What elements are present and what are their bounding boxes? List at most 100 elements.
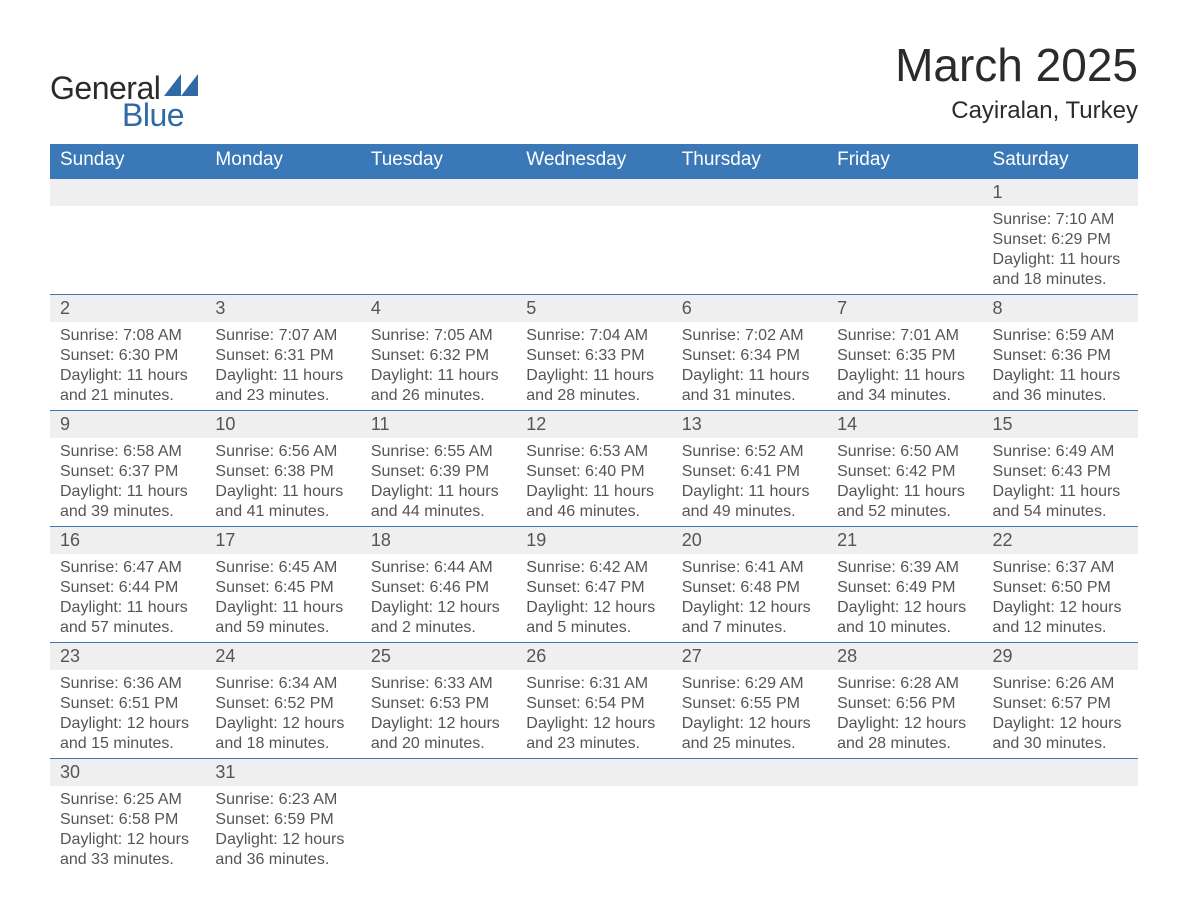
daylight-line: Daylight: 11 hours and 26 minutes. (371, 366, 506, 406)
day-strip-cell: 10 (205, 410, 360, 438)
sunrise-line: Sunrise: 6:23 AM (215, 790, 350, 810)
day-detail-cell: Sunrise: 6:52 AMSunset: 6:41 PMDaylight:… (672, 438, 827, 526)
weekday-header: Monday (205, 144, 360, 178)
sunrise-line: Sunrise: 6:53 AM (526, 442, 661, 462)
sunrise-line: Sunrise: 6:49 AM (993, 442, 1128, 462)
sunset-line: Sunset: 6:54 PM (526, 694, 661, 714)
day-number: 18 (361, 526, 516, 554)
weekday-header: Thursday (672, 144, 827, 178)
day-details: Sunrise: 6:50 AMSunset: 6:42 PMDaylight:… (827, 438, 982, 526)
day-details: Sunrise: 6:55 AMSunset: 6:39 PMDaylight:… (361, 438, 516, 526)
sunset-line: Sunset: 6:49 PM (837, 578, 972, 598)
daylight-line: Daylight: 11 hours and 59 minutes. (215, 598, 350, 638)
sunset-line: Sunset: 6:57 PM (993, 694, 1128, 714)
sunrise-line: Sunrise: 6:55 AM (371, 442, 506, 462)
day-detail-cell (516, 206, 671, 294)
day-strip-cell: 30 (50, 758, 205, 786)
sunrise-line: Sunrise: 6:31 AM (526, 674, 661, 694)
day-number: 22 (983, 526, 1138, 554)
day-details: Sunrise: 6:36 AMSunset: 6:51 PMDaylight:… (50, 670, 205, 758)
daylight-line: Daylight: 11 hours and 28 minutes. (526, 366, 661, 406)
day-strip-cell (361, 758, 516, 786)
day-strip-cell: 14 (827, 410, 982, 438)
day-strip-cell (361, 178, 516, 206)
sunset-line: Sunset: 6:37 PM (60, 462, 195, 482)
sunset-line: Sunset: 6:29 PM (993, 230, 1128, 250)
day-detail-cell: Sunrise: 6:53 AMSunset: 6:40 PMDaylight:… (516, 438, 671, 526)
empty-day-strip (983, 758, 1138, 786)
day-number: 5 (516, 294, 671, 322)
empty-day-strip (827, 178, 982, 206)
day-details: Sunrise: 6:47 AMSunset: 6:44 PMDaylight:… (50, 554, 205, 642)
empty-day-strip (672, 178, 827, 206)
sunset-line: Sunset: 6:50 PM (993, 578, 1128, 598)
day-detail-cell: Sunrise: 7:10 AMSunset: 6:29 PMDaylight:… (983, 206, 1138, 294)
day-detail-cell: Sunrise: 6:31 AMSunset: 6:54 PMDaylight:… (516, 670, 671, 758)
day-details: Sunrise: 7:04 AMSunset: 6:33 PMDaylight:… (516, 322, 671, 410)
sunset-line: Sunset: 6:56 PM (837, 694, 972, 714)
day-number: 10 (205, 410, 360, 438)
sunset-line: Sunset: 6:51 PM (60, 694, 195, 714)
daylight-line: Daylight: 12 hours and 20 minutes. (371, 714, 506, 754)
logo-text-blue: Blue (122, 97, 198, 134)
weekday-header-row: Sunday Monday Tuesday Wednesday Thursday… (50, 144, 1138, 178)
week-detail-row: Sunrise: 6:58 AMSunset: 6:37 PMDaylight:… (50, 438, 1138, 526)
sunset-line: Sunset: 6:32 PM (371, 346, 506, 366)
daylight-line: Daylight: 11 hours and 49 minutes. (682, 482, 817, 522)
empty-day-strip (516, 178, 671, 206)
day-number: 8 (983, 294, 1138, 322)
day-number: 2 (50, 294, 205, 322)
day-detail-cell: Sunrise: 6:45 AMSunset: 6:45 PMDaylight:… (205, 554, 360, 642)
header-row: General Blue March 2025 Cayiralan, Turke… (50, 40, 1138, 134)
day-detail-cell: Sunrise: 6:44 AMSunset: 6:46 PMDaylight:… (361, 554, 516, 642)
day-number: 13 (672, 410, 827, 438)
logo: General Blue (50, 70, 198, 134)
sunrise-line: Sunrise: 6:45 AM (215, 558, 350, 578)
day-details: Sunrise: 6:49 AMSunset: 6:43 PMDaylight:… (983, 438, 1138, 526)
day-detail-cell (516, 786, 671, 874)
day-strip-cell: 18 (361, 526, 516, 554)
day-details: Sunrise: 6:45 AMSunset: 6:45 PMDaylight:… (205, 554, 360, 642)
day-detail-cell: Sunrise: 7:01 AMSunset: 6:35 PMDaylight:… (827, 322, 982, 410)
calendar-table: Sunday Monday Tuesday Wednesday Thursday… (50, 144, 1138, 874)
day-number: 20 (672, 526, 827, 554)
sunrise-line: Sunrise: 6:29 AM (682, 674, 817, 694)
day-strip-cell: 11 (361, 410, 516, 438)
day-details: Sunrise: 6:44 AMSunset: 6:46 PMDaylight:… (361, 554, 516, 642)
weekday-header: Sunday (50, 144, 205, 178)
day-details: Sunrise: 6:23 AMSunset: 6:59 PMDaylight:… (205, 786, 360, 874)
day-detail-cell: Sunrise: 7:08 AMSunset: 6:30 PMDaylight:… (50, 322, 205, 410)
sunset-line: Sunset: 6:46 PM (371, 578, 506, 598)
day-strip-cell (672, 178, 827, 206)
day-detail-cell: Sunrise: 6:33 AMSunset: 6:53 PMDaylight:… (361, 670, 516, 758)
day-detail-cell (50, 206, 205, 294)
day-detail-cell: Sunrise: 7:02 AMSunset: 6:34 PMDaylight:… (672, 322, 827, 410)
day-details: Sunrise: 7:10 AMSunset: 6:29 PMDaylight:… (983, 206, 1138, 294)
sunset-line: Sunset: 6:33 PM (526, 346, 661, 366)
day-detail-cell: Sunrise: 6:26 AMSunset: 6:57 PMDaylight:… (983, 670, 1138, 758)
sunrise-line: Sunrise: 7:02 AM (682, 326, 817, 346)
weekday-header: Tuesday (361, 144, 516, 178)
empty-day-strip (50, 178, 205, 206)
day-number: 21 (827, 526, 982, 554)
week-detail-row: Sunrise: 7:08 AMSunset: 6:30 PMDaylight:… (50, 322, 1138, 410)
sunrise-line: Sunrise: 6:39 AM (837, 558, 972, 578)
day-strip-cell: 16 (50, 526, 205, 554)
sunset-line: Sunset: 6:58 PM (60, 810, 195, 830)
sunrise-line: Sunrise: 6:37 AM (993, 558, 1128, 578)
sunset-line: Sunset: 6:38 PM (215, 462, 350, 482)
weekday-header: Saturday (983, 144, 1138, 178)
day-strip-cell (516, 178, 671, 206)
day-details: Sunrise: 7:07 AMSunset: 6:31 PMDaylight:… (205, 322, 360, 410)
day-strip-cell: 1 (983, 178, 1138, 206)
day-strip-cell: 19 (516, 526, 671, 554)
day-number: 4 (361, 294, 516, 322)
sunset-line: Sunset: 6:53 PM (371, 694, 506, 714)
day-detail-cell (827, 206, 982, 294)
empty-day-strip (672, 758, 827, 786)
day-detail-cell (672, 206, 827, 294)
day-detail-cell: Sunrise: 6:25 AMSunset: 6:58 PMDaylight:… (50, 786, 205, 874)
title-block: March 2025 Cayiralan, Turkey (895, 40, 1138, 125)
day-strip-cell: 12 (516, 410, 671, 438)
day-detail-cell: Sunrise: 6:47 AMSunset: 6:44 PMDaylight:… (50, 554, 205, 642)
